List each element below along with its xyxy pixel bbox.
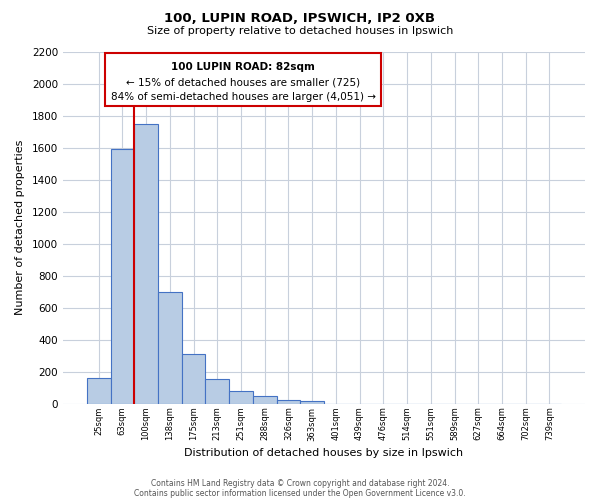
Bar: [110, 149, 134, 404]
FancyBboxPatch shape: [105, 54, 382, 106]
X-axis label: Distribution of detached houses by size in Ipswich: Distribution of detached houses by size …: [184, 448, 464, 458]
Bar: [229, 391, 253, 404]
Text: Size of property relative to detached houses in Ipswich: Size of property relative to detached ho…: [147, 26, 453, 36]
Bar: [205, 379, 229, 404]
Y-axis label: Number of detached properties: Number of detached properties: [15, 140, 25, 316]
Bar: [87, 378, 110, 404]
Text: Contains HM Land Registry data © Crown copyright and database right 2024.: Contains HM Land Registry data © Crown c…: [151, 478, 449, 488]
Text: 100 LUPIN ROAD: 82sqm: 100 LUPIN ROAD: 82sqm: [171, 62, 315, 72]
Bar: [277, 400, 301, 404]
Text: ← 15% of detached houses are smaller (725): ← 15% of detached houses are smaller (72…: [126, 77, 360, 87]
Bar: [301, 402, 324, 404]
Text: 100, LUPIN ROAD, IPSWICH, IP2 0XB: 100, LUPIN ROAD, IPSWICH, IP2 0XB: [164, 12, 436, 26]
Bar: [253, 396, 277, 404]
Bar: [134, 124, 158, 404]
Bar: [182, 354, 205, 404]
Text: Contains public sector information licensed under the Open Government Licence v3: Contains public sector information licen…: [134, 488, 466, 498]
Bar: [158, 292, 182, 404]
Text: 84% of semi-detached houses are larger (4,051) →: 84% of semi-detached houses are larger (…: [110, 92, 376, 102]
